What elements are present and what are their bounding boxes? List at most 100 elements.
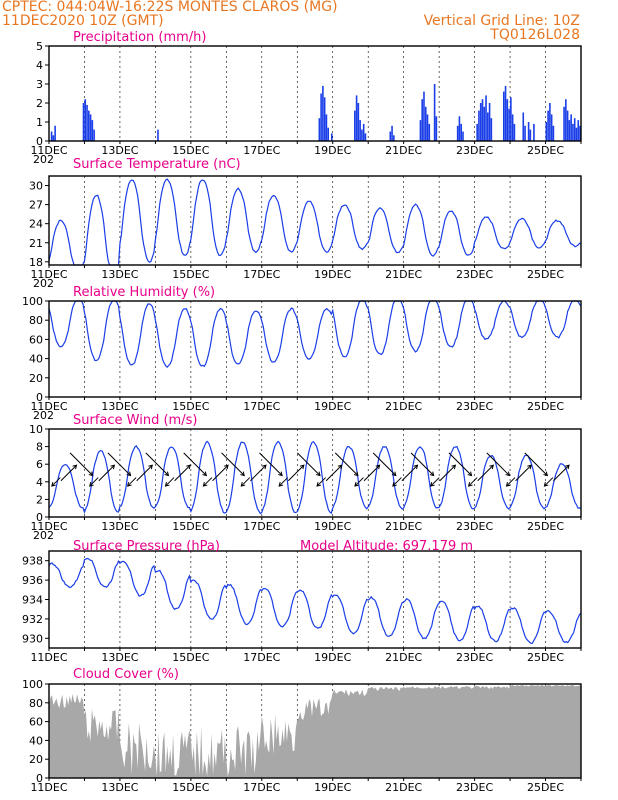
x-tick-label: 17DEC (243, 781, 280, 794)
panel-title: Cloud Cover (%) (73, 667, 179, 682)
wind-arrow-head (202, 482, 208, 487)
wind-arrow-head (543, 471, 549, 477)
panel-3 (45, 300, 582, 400)
precip-bar (504, 85, 507, 141)
wind-arrow-head (202, 471, 208, 477)
wind-arrow (506, 477, 516, 487)
precip-bar (357, 103, 360, 141)
precip-bar (157, 129, 159, 141)
precip-bar (54, 125, 56, 141)
series-line (48, 300, 582, 368)
wind-arrow-head (148, 464, 153, 470)
y-tick-label: 0 (36, 772, 43, 785)
station-line: CPTEC: 044:04W-16:22S MONTES CLAROS (MG) (2, 0, 338, 15)
y-tick-label: 40 (29, 353, 43, 366)
precip-bar (513, 123, 516, 141)
precip-bar (550, 114, 553, 141)
wind-arrow-head (51, 482, 56, 487)
x-tick-label: 19DEC (314, 268, 351, 281)
wind-arrow-head (240, 482, 246, 487)
precip-bar (485, 95, 487, 141)
wind-arrow-head (315, 471, 321, 477)
precip-bar (322, 85, 324, 141)
precip-bar (82, 103, 85, 141)
x-tick-label: 21DEC (385, 268, 422, 281)
precip-bar (572, 123, 574, 141)
x-tick-label: 19DEC (314, 781, 351, 794)
wind-arrow (544, 477, 554, 487)
x-tick-label: 11DEC (30, 520, 67, 533)
wind-arrow (334, 452, 359, 476)
wind-arrow (259, 452, 283, 476)
panel-2 (45, 175, 582, 268)
wind-arrow-head (505, 471, 511, 477)
wind-arrow (477, 464, 494, 482)
x-tick-label: 23DEC (456, 520, 493, 533)
precip-bar (89, 114, 92, 141)
x-year-fragment: 202 (33, 277, 54, 290)
precip-bar (488, 103, 491, 141)
panel-5 (45, 550, 582, 651)
wind-arrow (250, 464, 267, 482)
wind-arrow-head (126, 471, 132, 477)
x-tick-label: 25DEC (527, 520, 564, 533)
y-tick-label: 30 (29, 180, 43, 193)
wind-arrow (69, 452, 94, 476)
y-tick-label: 24 (29, 218, 43, 231)
x-tick-label: 21DEC (385, 144, 422, 157)
precip-bar (456, 125, 459, 141)
x-tick-label: 13DEC (101, 520, 138, 533)
wind-arrow (524, 452, 548, 476)
y-tick-label: 20 (29, 372, 43, 385)
x-year-fragment: 202 (33, 153, 54, 166)
wind-arrow-head (354, 482, 359, 487)
wind-arrow (60, 464, 77, 482)
wind-arrow-head (467, 471, 473, 477)
x-tick-label: 13DEC (101, 268, 138, 281)
x-tick-label: 13DEC (101, 400, 138, 413)
wind-arrow-head (543, 482, 549, 487)
wind-arrow (174, 464, 191, 482)
x-tick-label: 23DEC (456, 400, 493, 413)
wind-arrow (486, 452, 510, 476)
x-year-fragment: 202 (33, 409, 54, 422)
precip-bar (577, 120, 580, 141)
x-tick-label: 25DEC (527, 651, 564, 664)
wind-arrow-head (88, 471, 94, 477)
wind-arrow-head (278, 471, 283, 477)
precip-bar (579, 125, 581, 141)
precip-bar (330, 133, 333, 141)
panel-frame (48, 175, 582, 266)
wind-arrow (325, 464, 343, 482)
wind-arrow-head (565, 464, 570, 470)
precip-bar (421, 99, 423, 141)
x-tick-label: 19DEC (314, 400, 351, 413)
y-tick-label: 4 (36, 59, 43, 72)
precip-bar (476, 123, 478, 141)
precip-bar (570, 114, 572, 141)
header: CPTEC: 044:04W-16:22S MONTES CLAROS (MG)… (0, 0, 618, 46)
wind-arrow (136, 464, 153, 482)
x-tick-label: 17DEC (243, 144, 280, 157)
series-line (48, 178, 582, 266)
wind-arrow-head (451, 464, 457, 470)
y-tick-label: 6 (36, 458, 43, 471)
panel-4 (45, 428, 582, 520)
panel-frame (48, 300, 582, 398)
wind-arrow-head (489, 464, 494, 470)
y-tick-label: 27 (29, 199, 43, 212)
wind-arrow (439, 464, 456, 482)
wind-arrow (410, 452, 435, 476)
y-tick-label: 18 (29, 256, 43, 269)
y-tick-label: 0 (36, 511, 43, 524)
precip-bar (490, 118, 493, 141)
x-tick-label: 21DEC (385, 400, 422, 413)
wind-arrow (515, 464, 532, 482)
x-tick-label: 19DEC (314, 144, 351, 157)
precip-bar (93, 129, 95, 141)
y-tick-label: 3 (36, 78, 43, 91)
wind-arrow-head (224, 464, 229, 470)
x-tick-label: 11DEC (30, 144, 67, 157)
wind-arrow-head (164, 471, 170, 477)
wind-arrow-head (467, 482, 473, 487)
